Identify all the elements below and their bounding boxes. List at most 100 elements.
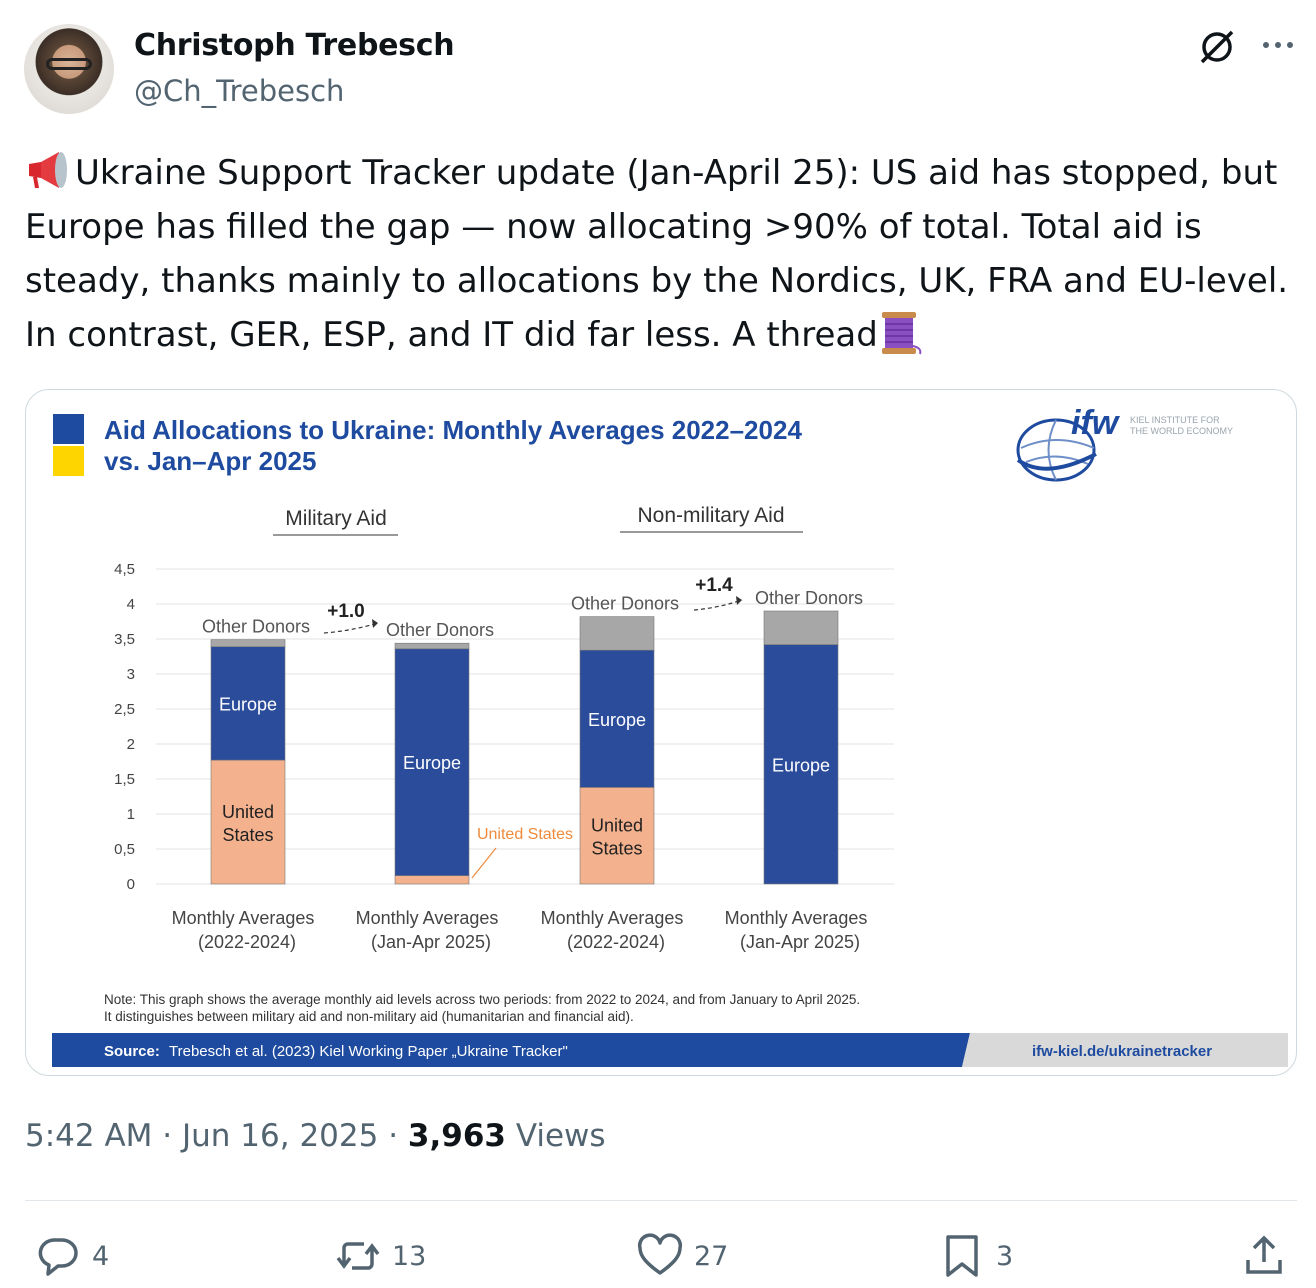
bookmark-count: 3 xyxy=(996,1240,1014,1272)
bookmark-button[interactable]: 3 xyxy=(938,1226,1013,1286)
heart-icon xyxy=(637,1233,683,1275)
increase-annotation: +1.4 xyxy=(695,575,733,596)
bar-us xyxy=(210,759,286,885)
group-label-nonmilitary: Non-military Aid xyxy=(637,504,784,527)
increase-arrow xyxy=(693,599,743,611)
bookmark-icon xyxy=(946,1235,978,1277)
media-card[interactable]: Aid Allocations to Ukraine: Monthly Aver… xyxy=(25,389,1297,1076)
segment-label-other: Other Donors xyxy=(755,588,863,608)
y-tick-label: 0,5 xyxy=(114,841,135,858)
source-bar xyxy=(52,1033,970,1067)
x-tick-label: (2022-2024) xyxy=(567,932,665,952)
tweet-date[interactable]: Jun 16, 2025 xyxy=(182,1118,379,1154)
megaphone-icon xyxy=(29,152,67,188)
bar-other xyxy=(394,642,470,650)
chart-bars xyxy=(210,610,839,885)
group-label-military: Military Aid xyxy=(285,507,387,530)
bar-other xyxy=(763,610,839,645)
ifw-mark: ifw xyxy=(1071,404,1121,442)
views-count: 3,963 xyxy=(407,1118,506,1154)
x-tick-label: (2022-2024) xyxy=(198,932,296,952)
tweet-text: Ukraine Support Tracker update (Jan-Apri… xyxy=(25,146,1295,362)
increase-arrowhead xyxy=(736,596,742,605)
segment-label-europe: Europe xyxy=(403,753,461,773)
url-bar xyxy=(962,1033,1288,1067)
bar-europe xyxy=(579,649,655,788)
grok-icon[interactable] xyxy=(1196,26,1238,68)
x-tick-label: (Jan-Apr 2025) xyxy=(371,932,491,952)
meta-separator: · xyxy=(388,1118,399,1154)
increase-annotation: +1.0 xyxy=(327,601,365,622)
ifw-logo: ifw KIEL INSTITUTE FOR THE WORLD ECONOMY xyxy=(1016,404,1233,482)
share-icon xyxy=(1246,1235,1282,1274)
y-tick-label: 2,5 xyxy=(114,701,135,718)
bar-europe xyxy=(763,644,839,885)
reply-count: 4 xyxy=(92,1240,110,1272)
us-leader-line xyxy=(471,847,497,879)
author-name[interactable]: Christoph Trebesch xyxy=(134,28,455,63)
y-tick-label: 3 xyxy=(127,666,135,683)
y-tick-label: 2 xyxy=(127,736,135,753)
views-label: Views xyxy=(515,1118,606,1154)
segment-label-us: United xyxy=(222,802,274,822)
chart-labels: Monthly Averages (2022-2024) Europe United S… xyxy=(172,575,868,952)
segment-label-other: Other Donors xyxy=(386,620,494,640)
bar-europe xyxy=(210,646,286,761)
x-tick-label: (Jan-Apr 2025) xyxy=(740,932,860,952)
chart-image: Aid Allocations to Ukraine: Monthly Aver… xyxy=(52,404,1288,1067)
x-tick-label: Monthly Averages xyxy=(172,908,315,928)
bar-other xyxy=(579,616,655,651)
segment-label-other: Other Donors xyxy=(202,617,310,637)
repost-count: 13 xyxy=(392,1240,427,1272)
bar-europe xyxy=(394,648,470,876)
segment-label-europe: Europe xyxy=(772,755,830,775)
meta-separator: · xyxy=(162,1118,173,1154)
x-tick-label: Monthly Averages xyxy=(725,908,868,928)
avatar[interactable] xyxy=(24,24,114,114)
y-tick-label: 3,5 xyxy=(114,631,135,648)
flag-blue xyxy=(53,414,84,444)
increase-arrowhead xyxy=(372,619,378,628)
segment-label-us: United xyxy=(591,816,643,836)
source-text: Trebesch et al. (2023) Kiel Working Pape… xyxy=(169,1043,568,1060)
tweet-body: Ukraine Support Tracker update (Jan-Apri… xyxy=(25,153,1299,355)
repost-button[interactable]: 13 xyxy=(334,1226,426,1286)
y-tick-label: 1 xyxy=(127,806,135,823)
source-prefix: Source: xyxy=(104,1043,160,1060)
chart-note-line2: It distinguishes between military aid an… xyxy=(104,1009,634,1024)
like-button[interactable]: 27 xyxy=(636,1226,728,1286)
author-handle[interactable]: @Ch_Trebesch xyxy=(134,74,345,108)
y-tick-label: 4 xyxy=(127,596,135,613)
more-options-icon[interactable] xyxy=(1258,30,1298,60)
share-button[interactable] xyxy=(1240,1226,1288,1286)
chart-title-line1: Aid Allocations to Ukraine: Monthly Aver… xyxy=(104,415,802,445)
segment-label-europe: Europe xyxy=(588,710,646,730)
like-count: 27 xyxy=(694,1240,729,1272)
repost-icon xyxy=(336,1242,380,1270)
divider xyxy=(25,1200,1297,1201)
x-tick-label: Monthly Averages xyxy=(541,908,684,928)
y-tick-label: 1,5 xyxy=(114,771,135,788)
tweet-meta: 5:42 AM · Jun 16, 2025 · 3,963 Views xyxy=(25,1118,606,1154)
segment-label-other: Other Donors xyxy=(571,594,679,614)
segment-label-us: States xyxy=(222,825,273,845)
y-tick-label: 4,5 xyxy=(114,561,135,578)
y-tick-label: 0 xyxy=(127,876,135,893)
bar-us xyxy=(579,787,655,885)
reply-icon xyxy=(38,1238,78,1276)
logo-line1: KIEL INSTITUTE FOR xyxy=(1130,415,1220,425)
segment-label-europe: Europe xyxy=(219,694,277,714)
bar-us xyxy=(394,875,470,885)
reply-button[interactable]: 4 xyxy=(34,1226,109,1286)
flag-yellow xyxy=(53,446,84,476)
avatar-glasses xyxy=(46,58,92,70)
chart-note-line1: Note: This graph shows the average month… xyxy=(104,992,860,1007)
tweet-time[interactable]: 5:42 AM xyxy=(25,1118,153,1154)
bar-other xyxy=(210,639,286,647)
chart-title-line2: vs. Jan–Apr 2025 xyxy=(104,446,316,476)
x-tick-label: Monthly Averages xyxy=(356,908,499,928)
increase-arrow xyxy=(323,622,379,634)
source-url[interactable]: ifw-kiel.de/ukrainetracker xyxy=(1032,1043,1212,1060)
segment-label-us-inline: United States xyxy=(477,826,573,843)
tweet-header: Christoph Trebesch @Ch_Trebesch xyxy=(24,22,1294,114)
